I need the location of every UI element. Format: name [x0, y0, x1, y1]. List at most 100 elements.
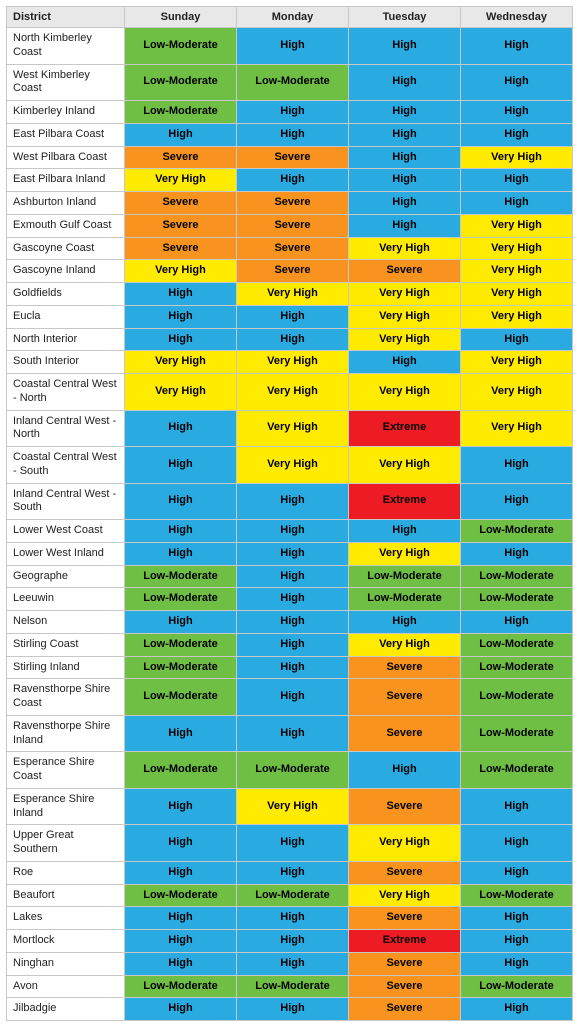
rating-cell: High	[237, 101, 349, 124]
table-row: GeographeLow-ModerateHighLow-ModerateLow…	[7, 565, 573, 588]
rating-cell: Very High	[349, 374, 461, 411]
rating-cell: High	[125, 283, 237, 306]
rating-cell: High	[237, 542, 349, 565]
district-cell: Jilbadgie	[7, 998, 125, 1021]
rating-cell: High	[237, 520, 349, 543]
district-cell: Geographe	[7, 565, 125, 588]
rating-cell: High	[461, 825, 573, 862]
district-cell: Lakes	[7, 907, 125, 930]
rating-cell: High	[349, 214, 461, 237]
district-cell: Upper Great Southern	[7, 825, 125, 862]
rating-cell: Very High	[125, 260, 237, 283]
district-cell: East Pilbara Inland	[7, 169, 125, 192]
table-row: Stirling InlandLow-ModerateHighSevereLow…	[7, 656, 573, 679]
district-cell: Stirling Inland	[7, 656, 125, 679]
table-row: Gascoyne InlandVery HighSevereSevereVery…	[7, 260, 573, 283]
rating-cell: High	[461, 483, 573, 520]
rating-cell: Very High	[461, 237, 573, 260]
table-row: Lower West CoastHighHighHighLow-Moderate	[7, 520, 573, 543]
rating-cell: Severe	[237, 146, 349, 169]
table-row: JilbadgieHighHighSevereHigh	[7, 998, 573, 1021]
table-row: Upper Great SouthernHighHighVery HighHig…	[7, 825, 573, 862]
rating-cell: High	[237, 169, 349, 192]
rating-cell: High	[125, 410, 237, 447]
rating-cell: High	[461, 169, 573, 192]
rating-cell: Low-Moderate	[461, 520, 573, 543]
rating-cell: High	[461, 930, 573, 953]
rating-cell: High	[461, 328, 573, 351]
rating-cell: Low-Moderate	[237, 64, 349, 101]
rating-cell: Low-Moderate	[461, 752, 573, 789]
header-row: District Sunday Monday Tuesday Wednesday	[7, 7, 573, 28]
table-row: Ravensthorpe Shire InlandHighHighSevereL…	[7, 715, 573, 752]
rating-cell: High	[125, 520, 237, 543]
table-row: LeeuwinLow-ModerateHighLow-ModerateLow-M…	[7, 588, 573, 611]
district-cell: Ninghan	[7, 952, 125, 975]
rating-cell: Low-Moderate	[461, 633, 573, 656]
rating-cell: High	[237, 679, 349, 716]
district-cell: West Pilbara Coast	[7, 146, 125, 169]
rating-cell: High	[349, 101, 461, 124]
table-row: West Pilbara CoastSevereSevereHighVery H…	[7, 146, 573, 169]
district-cell: West Kimberley Coast	[7, 64, 125, 101]
rating-cell: Low-Moderate	[125, 64, 237, 101]
rating-cell: Very High	[125, 351, 237, 374]
rating-cell: High	[125, 483, 237, 520]
table-row: AvonLow-ModerateLow-ModerateSevereLow-Mo…	[7, 975, 573, 998]
rating-cell: High	[237, 328, 349, 351]
rating-cell: High	[349, 146, 461, 169]
table-row: Ashburton InlandSevereSevereHighHigh	[7, 192, 573, 215]
rating-cell: Severe	[125, 146, 237, 169]
table-row: Kimberley InlandLow-ModerateHighHighHigh	[7, 101, 573, 124]
rating-cell: Extreme	[349, 930, 461, 953]
rating-cell: High	[237, 305, 349, 328]
rating-cell: High	[125, 952, 237, 975]
district-cell: Avon	[7, 975, 125, 998]
rating-cell: Very High	[349, 633, 461, 656]
rating-cell: High	[125, 907, 237, 930]
rating-cell: High	[237, 483, 349, 520]
rating-cell: High	[349, 123, 461, 146]
rating-cell: High	[237, 715, 349, 752]
district-cell: Exmouth Gulf Coast	[7, 214, 125, 237]
table-row: MortlockHighHighExtremeHigh	[7, 930, 573, 953]
district-cell: Roe	[7, 861, 125, 884]
rating-cell: Severe	[349, 260, 461, 283]
rating-cell: Very High	[237, 447, 349, 484]
rating-cell: Very High	[461, 305, 573, 328]
table-row: GoldfieldsHighVery HighVery HighVery Hig…	[7, 283, 573, 306]
rating-cell: Low-Moderate	[237, 975, 349, 998]
rating-cell: Very High	[125, 374, 237, 411]
rating-cell: High	[349, 520, 461, 543]
rating-cell: Low-Moderate	[125, 633, 237, 656]
rating-cell: Low-Moderate	[461, 565, 573, 588]
col-sunday: Sunday	[125, 7, 237, 28]
rating-cell: High	[125, 123, 237, 146]
rating-cell: Very High	[349, 542, 461, 565]
rating-cell: High	[125, 788, 237, 825]
rating-cell: Low-Moderate	[461, 656, 573, 679]
table-row: North Kimberley CoastLow-ModerateHighHig…	[7, 28, 573, 65]
table-row: Ravensthorpe Shire CoastLow-ModerateHigh…	[7, 679, 573, 716]
rating-cell: High	[349, 192, 461, 215]
rating-cell: Severe	[349, 998, 461, 1021]
district-cell: Gascoyne Inland	[7, 260, 125, 283]
rating-cell: High	[461, 788, 573, 825]
table-row: Esperance Shire InlandHighVery HighSever…	[7, 788, 573, 825]
rating-cell: Severe	[237, 214, 349, 237]
rating-cell: High	[237, 611, 349, 634]
rating-cell: High	[125, 715, 237, 752]
rating-cell: Very High	[349, 237, 461, 260]
district-cell: Esperance Shire Inland	[7, 788, 125, 825]
rating-cell: High	[125, 930, 237, 953]
rating-cell: High	[461, 123, 573, 146]
rating-cell: Extreme	[349, 410, 461, 447]
table-row: Stirling CoastLow-ModerateHighVery HighL…	[7, 633, 573, 656]
rating-cell: High	[349, 64, 461, 101]
district-cell: South Interior	[7, 351, 125, 374]
rating-cell: Severe	[349, 975, 461, 998]
rating-cell: High	[237, 861, 349, 884]
rating-cell: Low-Moderate	[125, 679, 237, 716]
rating-cell: High	[237, 998, 349, 1021]
rating-cell: Low-Moderate	[349, 565, 461, 588]
